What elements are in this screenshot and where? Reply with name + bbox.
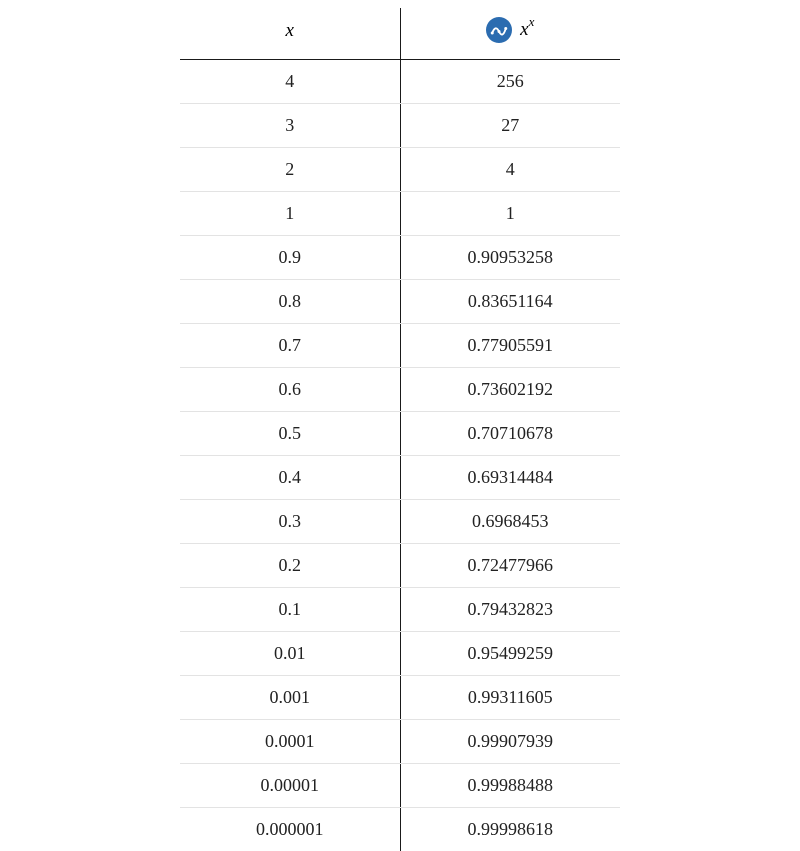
header-x-label: x	[286, 20, 294, 41]
cell-xx: 0.99988488	[400, 764, 620, 808]
cell-x: 0.00001	[180, 764, 400, 808]
cell-xx: 256	[400, 60, 620, 104]
cell-xx: 0.6968453	[400, 500, 620, 544]
cell-x: 4	[180, 60, 400, 104]
cell-xx: 0.69314484	[400, 456, 620, 500]
table-row: 0.40.69314484	[180, 456, 620, 500]
cell-xx: 0.70710678	[400, 412, 620, 456]
table-row: 0.50.70710678	[180, 412, 620, 456]
table-row: 11	[180, 192, 620, 236]
cell-xx: 0.99998618	[400, 808, 620, 851]
cell-x: 3	[180, 104, 400, 148]
cell-xx: 27	[400, 104, 620, 148]
header-x: x	[180, 8, 400, 60]
table-row: 327	[180, 104, 620, 148]
cell-x: 0.000001	[180, 808, 400, 851]
table-row: 24	[180, 148, 620, 192]
table-row: 0.000010.99988488	[180, 764, 620, 808]
cell-xx: 0.99311605	[400, 676, 620, 720]
table-row: 0.0010.99311605	[180, 676, 620, 720]
cell-xx: 0.73602192	[400, 368, 620, 412]
cell-x: 0.001	[180, 676, 400, 720]
table-row: 4256	[180, 60, 620, 104]
table-header-row: x xx	[180, 8, 620, 60]
table-row: 0.90.90953258	[180, 236, 620, 280]
function-icon	[486, 17, 512, 43]
cell-x: 0.2	[180, 544, 400, 588]
cell-xx: 0.99907939	[400, 720, 620, 764]
xx-table: x xx	[180, 8, 620, 851]
cell-x: 0.3	[180, 500, 400, 544]
cell-xx: 0.77905591	[400, 324, 620, 368]
cell-xx: 1	[400, 192, 620, 236]
table-row: 0.80.83651164	[180, 280, 620, 324]
header-xx: xx	[400, 8, 620, 60]
cell-xx: 0.83651164	[400, 280, 620, 324]
table-row: 0.00010.99907939	[180, 720, 620, 764]
cell-xx: 0.90953258	[400, 236, 620, 280]
table-row: 0.70.77905591	[180, 324, 620, 368]
cell-x: 0.7	[180, 324, 400, 368]
cell-xx: 0.95499259	[400, 632, 620, 676]
table-row: 0.60.73602192	[180, 368, 620, 412]
table-row: 0.0000010.99998618	[180, 808, 620, 851]
cell-xx: 4	[400, 148, 620, 192]
table-row: 0.10.79432823	[180, 588, 620, 632]
cell-x: 0.4	[180, 456, 400, 500]
header-xx-label: xx	[520, 19, 534, 41]
data-table-container: x xx	[180, 8, 620, 800]
table-row: 0.010.95499259	[180, 632, 620, 676]
cell-x: 0.6	[180, 368, 400, 412]
cell-xx: 0.72477966	[400, 544, 620, 588]
cell-x: 0.5	[180, 412, 400, 456]
cell-x: 0.01	[180, 632, 400, 676]
cell-x: 0.8	[180, 280, 400, 324]
table-body: 425632724110.90.909532580.80.836511640.7…	[180, 60, 620, 851]
cell-x: 1	[180, 192, 400, 236]
cell-x: 0.0001	[180, 720, 400, 764]
cell-xx: 0.79432823	[400, 588, 620, 632]
cell-x: 0.9	[180, 236, 400, 280]
cell-x: 2	[180, 148, 400, 192]
cell-x: 0.1	[180, 588, 400, 632]
table-row: 0.20.72477966	[180, 544, 620, 588]
table-row: 0.30.6968453	[180, 500, 620, 544]
